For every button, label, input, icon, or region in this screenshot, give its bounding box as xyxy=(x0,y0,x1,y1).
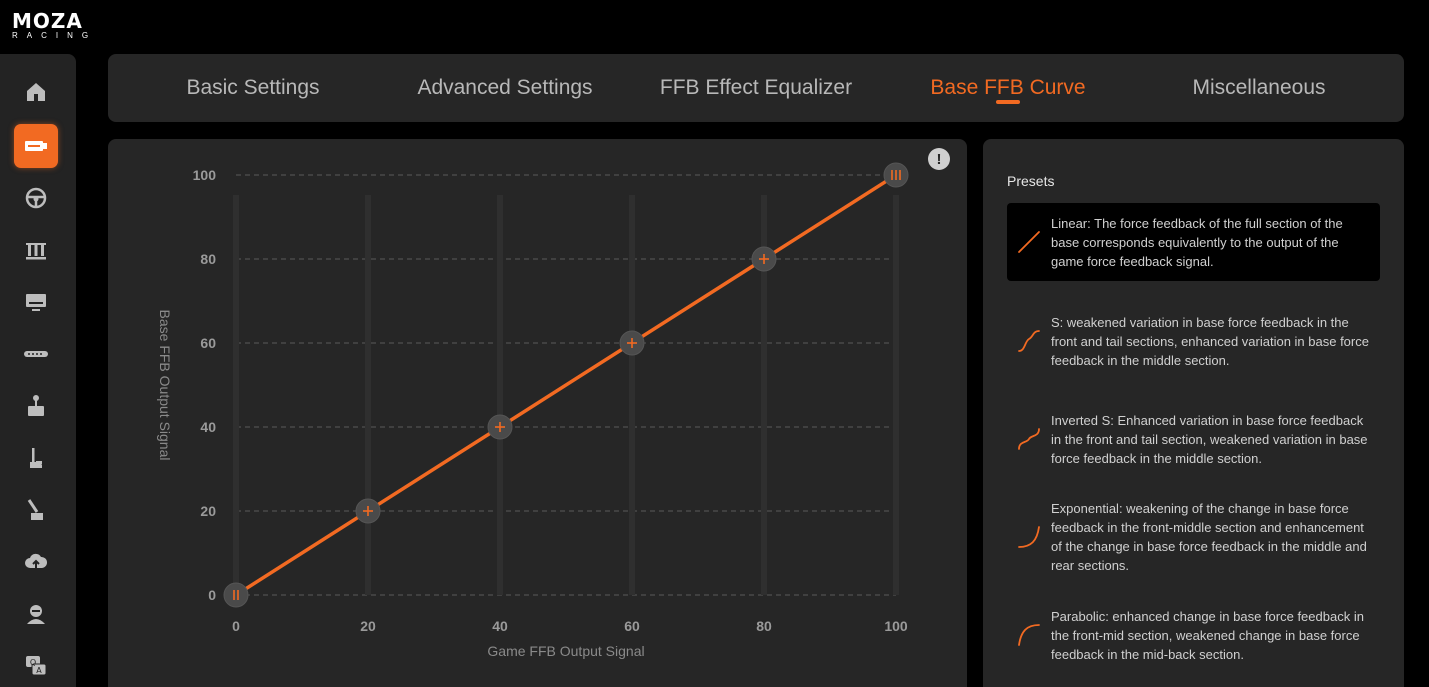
tab-label: Miscellaneous xyxy=(1192,76,1326,99)
x-tick-label: 0 xyxy=(232,618,240,634)
tab-label: Base FFB Curve xyxy=(930,76,1086,99)
x-band xyxy=(233,195,239,595)
sidebar-item-led-bar[interactable] xyxy=(14,332,58,376)
x-band xyxy=(497,195,503,595)
presets-panel: Presets Linear: The force feedback of th… xyxy=(983,139,1404,687)
sidebar-item-shifter[interactable] xyxy=(14,436,58,480)
steering-wheel-icon xyxy=(25,187,47,209)
curve-control-point[interactable] xyxy=(355,498,381,524)
chart-vertical-bands xyxy=(233,195,899,595)
sidebar-item-dashboard[interactable] xyxy=(14,280,58,324)
exponential-curve-icon xyxy=(1018,526,1040,548)
ffb-curve-chart[interactable]: 0 20 40 60 80 100 0 20 40 60 80 100 Game FFB Outpu… xyxy=(108,139,967,687)
brand-name: MOZA xyxy=(12,9,83,33)
ffb-curve-line xyxy=(234,173,898,597)
curve-control-point[interactable] xyxy=(751,246,777,272)
tab-label: Advanced Settings xyxy=(417,76,593,99)
y-axis-ticks: 0 20 40 60 80 100 xyxy=(193,167,217,603)
inverted-s-curve-icon xyxy=(1018,428,1040,450)
curve-control-points xyxy=(223,162,909,608)
ffb-curve-panel: 0 20 40 60 80 100 0 20 40 60 80 100 Game FFB Outpu… xyxy=(108,139,967,687)
info-button[interactable]: ! xyxy=(928,148,950,170)
preset-description: Linear: The force feedback of the full s… xyxy=(1051,215,1343,269)
tab-miscellaneous[interactable]: Miscellaneous xyxy=(1133,54,1385,122)
preset-parabolic[interactable]: Parabolic: enhanced change in base force… xyxy=(1007,603,1380,667)
pedals-icon xyxy=(26,243,46,260)
y-tick-label: 0 xyxy=(208,587,216,603)
x-axis-label: Game FFB Output Signal xyxy=(487,643,644,659)
faq-icon: QA xyxy=(26,656,47,676)
x-tick-label: 20 xyxy=(360,618,376,634)
preset-exponential[interactable]: Exponential: weakening of the change in … xyxy=(1007,495,1380,579)
preset-description: S: weakened variation in base force feed… xyxy=(1051,314,1369,368)
preset-inverted-s[interactable]: Inverted S: Enhanced variation in base f… xyxy=(1007,397,1380,481)
handbrake-icon xyxy=(28,395,44,416)
preset-description: Inverted S: Enhanced variation in base f… xyxy=(1051,412,1368,466)
x-band xyxy=(365,195,371,595)
settings-tabs: Basic Settings Advanced Settings FFB Eff… xyxy=(108,54,1404,122)
user-icon xyxy=(27,605,45,624)
x-tick-label: 80 xyxy=(756,618,772,634)
shifter-icon xyxy=(30,448,42,468)
x-tick-label: 40 xyxy=(492,618,508,634)
y-axis-label: Base FFB Output Signal xyxy=(157,310,173,461)
active-tab-indicator xyxy=(996,100,1020,104)
linear-curve-icon xyxy=(1018,231,1040,253)
x-tick-label: 60 xyxy=(624,618,640,634)
sidebar-item-user[interactable] xyxy=(14,592,58,636)
x-band xyxy=(893,195,899,595)
parabolic-curve-icon xyxy=(1018,624,1040,646)
chart-grid xyxy=(236,174,896,596)
curve-control-point[interactable] xyxy=(223,582,249,608)
wheelbase-icon xyxy=(25,141,47,151)
preset-description: Exponential: weakening of the change in … xyxy=(1051,501,1367,573)
brand-sub: RACING xyxy=(12,31,98,40)
presets-title: Presets xyxy=(1007,173,1055,189)
x-band xyxy=(629,195,635,595)
moza-logo: MOZA RACING xyxy=(12,9,132,42)
svg-text:A: A xyxy=(36,666,42,675)
sidebar-item-pedals[interactable] xyxy=(14,228,58,272)
y-tick-label: 20 xyxy=(200,503,216,519)
sequential-shifter-icon xyxy=(27,499,43,520)
sidebar-item-steering-wheel[interactable] xyxy=(14,176,58,220)
sidebar-item-sequential-shifter[interactable] xyxy=(14,488,58,532)
y-tick-label: 40 xyxy=(200,419,216,435)
cloud-upload-icon xyxy=(25,553,48,570)
preset-description: Parabolic: enhanced change in base force… xyxy=(1051,608,1364,662)
sidebar-item-home[interactable] xyxy=(14,70,58,114)
sidebar-item-wheelbase[interactable] xyxy=(14,124,58,168)
tab-advanced-settings[interactable]: Advanced Settings xyxy=(379,54,631,122)
curve-control-point[interactable] xyxy=(487,414,513,440)
tab-basic-settings[interactable]: Basic Settings xyxy=(127,54,379,122)
tab-base-ffb-curve[interactable]: Base FFB Curve xyxy=(882,54,1134,122)
tab-ffb-effect-equalizer[interactable]: FFB Effect Equalizer xyxy=(630,54,882,122)
curve-control-point[interactable] xyxy=(883,162,909,188)
x-tick-label: 100 xyxy=(884,618,908,634)
y-tick-label: 80 xyxy=(200,251,216,267)
preset-s-curve[interactable]: S: weakened variation in base force feed… xyxy=(1007,301,1380,381)
sidebar-item-handbrake[interactable] xyxy=(14,384,58,428)
curve-control-point[interactable] xyxy=(619,330,645,356)
x-band xyxy=(761,195,767,595)
tab-label: Basic Settings xyxy=(186,76,320,99)
preset-linear[interactable]: Linear: The force feedback of the full s… xyxy=(1007,203,1380,281)
y-tick-label: 100 xyxy=(193,167,217,183)
y-tick-label: 60 xyxy=(200,335,216,351)
led-bar-icon xyxy=(24,351,48,357)
svg-text:Q: Q xyxy=(30,658,36,667)
tab-label: FFB Effect Equalizer xyxy=(659,76,853,99)
home-icon xyxy=(27,83,45,101)
x-axis-ticks: 0 20 40 60 80 100 xyxy=(232,618,908,634)
sidebar-item-cloud[interactable] xyxy=(14,540,58,584)
dashboard-icon xyxy=(26,294,46,311)
s-curve-icon xyxy=(1018,330,1040,352)
